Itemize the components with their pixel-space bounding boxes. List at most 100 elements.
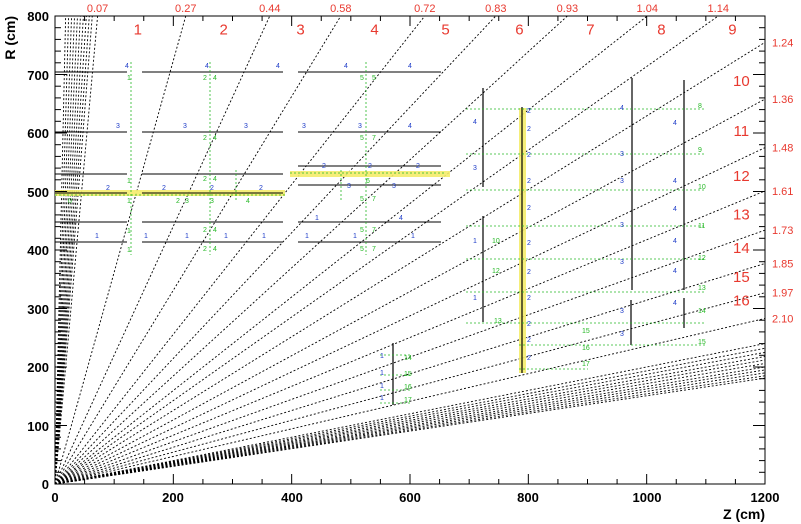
svg-text:2: 2 bbox=[527, 355, 531, 362]
eta-line bbox=[54, 15, 271, 485]
tower-label: 11 bbox=[734, 123, 750, 140]
svg-text:1: 1 bbox=[473, 238, 477, 245]
y-tick-label: 0 bbox=[42, 477, 49, 492]
svg-text:4: 4 bbox=[620, 105, 624, 112]
svg-text:5: 5 bbox=[372, 75, 376, 82]
svg-text:3: 3 bbox=[620, 178, 624, 185]
svg-text:3: 3 bbox=[347, 183, 351, 190]
highlight-band-barrel-2 bbox=[290, 171, 450, 177]
tower-label: 8 bbox=[657, 22, 665, 39]
x-tick-label: 1200 bbox=[751, 490, 780, 505]
tower-label: 1 bbox=[134, 22, 142, 39]
svg-text:3: 3 bbox=[620, 331, 624, 338]
svg-text:11: 11 bbox=[698, 223, 705, 230]
eta-line bbox=[54, 190, 766, 485]
svg-text:4: 4 bbox=[673, 238, 677, 245]
svg-text:3: 3 bbox=[244, 123, 248, 130]
eta-line bbox=[54, 363, 766, 485]
endcap-green-guides bbox=[380, 108, 706, 404]
tower-label: 3 bbox=[296, 22, 304, 39]
svg-text:2: 2 bbox=[527, 126, 531, 133]
eta-right-labels: 1.24 1.36 1.48 1.61 1.73 1.85 1.97 2.10 bbox=[772, 37, 793, 325]
x-axis-title: Z (cm) bbox=[723, 506, 765, 522]
svg-text:4: 4 bbox=[213, 227, 217, 234]
eta-right-label: 1.36 bbox=[772, 94, 793, 106]
eta-line bbox=[54, 98, 766, 485]
svg-text:1: 1 bbox=[353, 233, 357, 240]
svg-text:1: 1 bbox=[144, 233, 148, 240]
eta-line bbox=[54, 343, 766, 485]
tower-label: 2 bbox=[219, 22, 227, 39]
svg-text:13: 13 bbox=[494, 318, 502, 325]
eta-line bbox=[54, 292, 766, 485]
svg-text:3: 3 bbox=[183, 123, 187, 130]
svg-text:2: 2 bbox=[203, 227, 207, 234]
svg-text:8: 8 bbox=[698, 103, 702, 110]
svg-text:5: 5 bbox=[360, 227, 364, 234]
svg-text:3: 3 bbox=[210, 198, 214, 205]
svg-text:15: 15 bbox=[582, 328, 590, 335]
svg-text:3: 3 bbox=[392, 183, 396, 190]
y-tick-label: 400 bbox=[27, 243, 49, 258]
svg-text:17: 17 bbox=[582, 361, 590, 368]
tower-label: 5 bbox=[441, 22, 449, 39]
svg-text:1: 1 bbox=[224, 233, 228, 240]
svg-text:3: 3 bbox=[302, 123, 306, 130]
svg-text:2: 2 bbox=[527, 152, 531, 159]
svg-text:1: 1 bbox=[127, 75, 131, 82]
barrel-green-guides bbox=[55, 62, 445, 255]
svg-text:4: 4 bbox=[213, 246, 217, 253]
svg-text:2: 2 bbox=[527, 108, 531, 115]
svg-text:4: 4 bbox=[125, 63, 129, 70]
svg-text:3: 3 bbox=[620, 222, 624, 229]
y-tick-label: 200 bbox=[27, 360, 49, 375]
svg-text:1: 1 bbox=[380, 353, 384, 360]
eta-line bbox=[54, 15, 719, 485]
svg-text:3: 3 bbox=[185, 198, 189, 205]
eta-right-label: 1.73 bbox=[772, 225, 793, 237]
tower-label: 14 bbox=[733, 240, 750, 257]
svg-text:1: 1 bbox=[473, 295, 477, 302]
svg-text:1: 1 bbox=[127, 178, 131, 185]
tower-label: 15 bbox=[733, 269, 750, 286]
svg-text:4: 4 bbox=[205, 63, 209, 70]
svg-text:2: 2 bbox=[259, 185, 263, 192]
eta-top-label: 0.27 bbox=[175, 3, 196, 15]
svg-text:1: 1 bbox=[127, 247, 131, 254]
eta-line bbox=[54, 147, 766, 485]
eta-right-label: 1.97 bbox=[772, 288, 793, 300]
svg-text:12: 12 bbox=[492, 268, 500, 275]
svg-text:3: 3 bbox=[116, 123, 120, 130]
x-tick-label: 800 bbox=[517, 490, 539, 505]
svg-text:0: 0 bbox=[68, 198, 72, 205]
svg-text:10: 10 bbox=[698, 184, 706, 191]
eta-top-label: 0.58 bbox=[330, 3, 351, 15]
eta-top-label: 1.04 bbox=[637, 3, 658, 15]
svg-text:5: 5 bbox=[360, 135, 364, 142]
svg-text:4: 4 bbox=[673, 120, 677, 127]
svg-text:1: 1 bbox=[315, 215, 319, 222]
svg-text:3: 3 bbox=[473, 165, 477, 172]
eta-line bbox=[54, 347, 766, 485]
svg-text:1: 1 bbox=[305, 233, 309, 240]
svg-text:7: 7 bbox=[372, 246, 376, 253]
eta-right-label: 1.85 bbox=[772, 258, 793, 270]
svg-text:4: 4 bbox=[473, 119, 477, 126]
svg-text:3: 3 bbox=[620, 308, 624, 315]
svg-text:2: 2 bbox=[527, 205, 531, 212]
eta-line bbox=[54, 356, 766, 485]
svg-text:1: 1 bbox=[95, 233, 99, 240]
tower-label: 4 bbox=[370, 22, 378, 39]
svg-text:2: 2 bbox=[527, 337, 531, 344]
eta-line bbox=[54, 375, 766, 485]
barrel-chambers bbox=[55, 71, 441, 243]
x-tick-label: 400 bbox=[281, 490, 303, 505]
eta-right-label: 1.61 bbox=[772, 186, 793, 198]
svg-text:5: 5 bbox=[360, 196, 364, 203]
svg-text:2: 2 bbox=[162, 185, 166, 192]
eta-line bbox=[54, 41, 766, 485]
eta-line bbox=[54, 15, 497, 485]
eta-top-label: 0.72 bbox=[414, 3, 435, 15]
